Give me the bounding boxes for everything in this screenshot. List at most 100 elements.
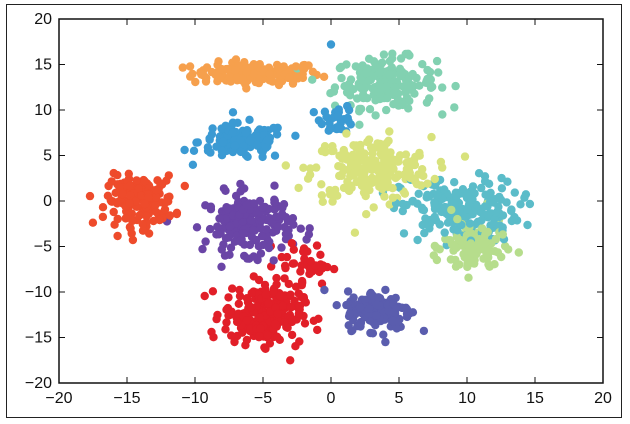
data-point (326, 89, 335, 98)
data-point (242, 316, 252, 325)
data-point (273, 332, 282, 341)
data-point (301, 298, 310, 307)
data-point (214, 57, 223, 66)
y-tick-label: 0 (43, 193, 52, 210)
data-point (456, 235, 465, 245)
data-point (212, 142, 221, 151)
data-point (124, 169, 133, 178)
data-point (272, 60, 282, 70)
data-point (240, 184, 249, 193)
data-point (222, 318, 231, 327)
data-point (254, 242, 263, 251)
data-point (319, 72, 329, 82)
x-tick-label: 20 (594, 390, 612, 407)
y-tick-label: −10 (25, 284, 52, 301)
data-point (326, 40, 336, 49)
data-point (465, 219, 475, 228)
data-point (356, 319, 365, 328)
data-point (230, 337, 239, 347)
data-point (498, 230, 507, 239)
data-point (498, 223, 507, 232)
data-point (394, 170, 403, 179)
data-point (221, 234, 231, 243)
data-point (289, 245, 298, 254)
data-point (413, 199, 422, 208)
data-point (277, 203, 286, 212)
data-point (267, 218, 277, 228)
data-point (329, 264, 339, 274)
data-point (389, 308, 399, 317)
data-point (324, 126, 333, 135)
data-point (287, 330, 297, 340)
data-point (344, 105, 354, 115)
data-point (364, 181, 373, 190)
data-point (520, 193, 529, 202)
data-point (377, 151, 387, 161)
data-point (402, 309, 412, 318)
data-point (364, 76, 374, 85)
data-point (223, 204, 232, 214)
x-tick-label: −15 (113, 390, 140, 407)
data-point (489, 198, 498, 207)
data-point (446, 255, 456, 264)
data-point (451, 262, 461, 271)
data-point (109, 207, 118, 217)
data-point (477, 183, 486, 193)
data-point (149, 216, 158, 226)
data-point (239, 229, 248, 238)
data-point (238, 328, 247, 337)
data-point (212, 230, 221, 239)
data-point (138, 220, 147, 229)
data-point (333, 191, 342, 200)
data-point (213, 222, 222, 231)
data-point (309, 108, 318, 117)
data-point (457, 220, 466, 230)
data-point (221, 325, 230, 334)
data-point (427, 132, 436, 142)
data-point (419, 326, 429, 336)
data-point (479, 254, 488, 263)
data-point (374, 293, 383, 302)
y-axis-ticks: −20 −15 −10 −5 0 5 10 15 20 (25, 11, 603, 392)
data-point (128, 216, 137, 226)
data-point (366, 328, 375, 338)
data-point (249, 69, 259, 79)
data-point (258, 203, 267, 212)
data-point (423, 74, 432, 84)
data-point (418, 60, 427, 69)
data-point (502, 198, 511, 207)
y-tick-label: 5 (43, 148, 52, 165)
data-point (434, 68, 443, 77)
data-point (484, 179, 494, 188)
data-point (291, 282, 301, 291)
data-point (430, 174, 439, 184)
data-point (305, 170, 315, 179)
data-point (221, 214, 230, 224)
data-point (410, 160, 420, 170)
data-point (391, 83, 401, 92)
data-point (523, 220, 532, 230)
data-point (255, 196, 265, 206)
data-point (451, 190, 460, 199)
data-point (225, 72, 234, 82)
x-tick-label: −5 (254, 390, 272, 407)
x-tick-label: 10 (458, 390, 476, 407)
y-tick-label: 20 (34, 11, 52, 28)
data-point (401, 49, 410, 59)
data-point (412, 180, 422, 189)
data-point (192, 223, 202, 232)
points-layer (85, 40, 535, 365)
data-point (225, 250, 234, 259)
data-point (286, 303, 296, 312)
data-point (415, 151, 424, 160)
data-point (405, 96, 414, 106)
data-point (98, 203, 108, 212)
data-point (151, 200, 160, 209)
data-point (126, 224, 135, 233)
data-point (269, 256, 278, 265)
data-point (385, 127, 394, 136)
data-point (233, 118, 242, 128)
data-point (245, 115, 254, 125)
data-point (366, 289, 375, 299)
chart-frame: −20 −15 −10 −5 0 5 10 15 20 −20 −15 −10 −5 0 5 10 15 20 (6, 4, 622, 418)
